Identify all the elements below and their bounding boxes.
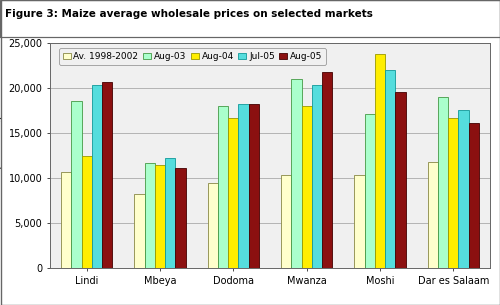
Bar (102, 82, 113, 268)
Bar (248, 104, 259, 268)
Bar (428, 162, 438, 268)
Bar (82, 156, 92, 268)
Bar (468, 123, 479, 268)
Bar (396, 92, 406, 268)
Bar (228, 118, 238, 268)
Bar (281, 174, 291, 268)
Bar (61, 172, 72, 268)
Bar (322, 73, 332, 268)
Bar (144, 163, 155, 268)
Bar (134, 194, 144, 268)
Bar (165, 158, 175, 268)
Bar (448, 118, 458, 268)
Bar (92, 85, 102, 268)
Bar (238, 104, 248, 268)
Y-axis label: TShs per 100 kg: TShs per 100 kg (0, 116, 3, 195)
Bar (72, 101, 82, 268)
Bar (176, 168, 186, 268)
Text: Figure 3: Maize average wholesale prices on selected markets: Figure 3: Maize average wholesale prices… (5, 9, 373, 19)
Bar (302, 106, 312, 268)
Bar (218, 106, 228, 268)
Bar (292, 79, 302, 268)
Bar (312, 85, 322, 268)
Bar (354, 174, 364, 268)
Bar (155, 166, 165, 268)
Bar (385, 70, 396, 268)
Legend: Av. 1998-2002, Aug-03, Aug-04, Jul-05, Aug-05: Av. 1998-2002, Aug-03, Aug-04, Jul-05, A… (59, 48, 326, 65)
Bar (438, 97, 448, 268)
Bar (458, 110, 468, 268)
Bar (364, 114, 375, 268)
Bar (208, 183, 218, 268)
Bar (375, 54, 385, 268)
